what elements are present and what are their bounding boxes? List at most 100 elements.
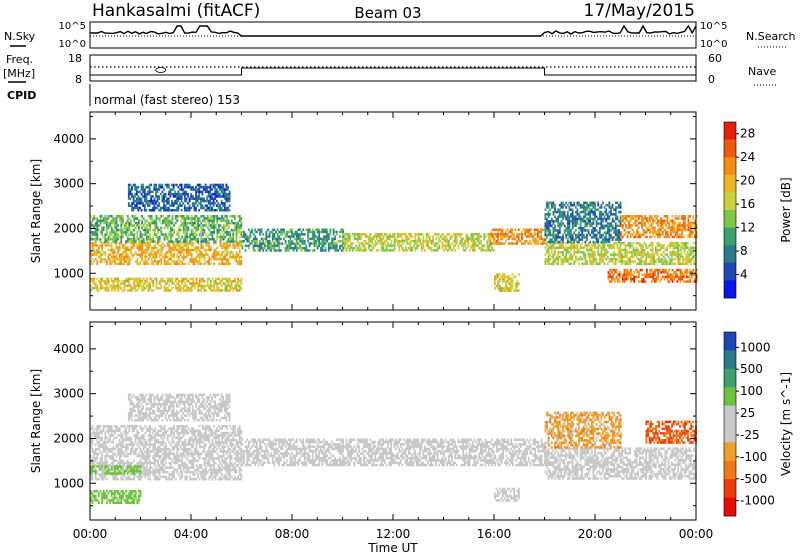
data-cell bbox=[142, 188, 145, 191]
data-cell bbox=[235, 241, 238, 245]
data-cell bbox=[677, 235, 680, 239]
data-cell bbox=[508, 277, 511, 281]
data-cell bbox=[319, 230, 322, 234]
data-cell bbox=[582, 255, 585, 259]
data-cell bbox=[661, 224, 664, 227]
data-cell bbox=[163, 238, 166, 241]
data-cell bbox=[688, 253, 691, 256]
data-cell bbox=[549, 240, 552, 244]
data-cell bbox=[112, 258, 115, 261]
data-cell bbox=[651, 251, 654, 254]
data-cell bbox=[666, 219, 669, 223]
data-cell bbox=[655, 278, 658, 281]
data-cell bbox=[557, 220, 560, 223]
data-cell bbox=[592, 201, 595, 205]
data-cell bbox=[152, 262, 155, 266]
data-cell bbox=[414, 233, 417, 236]
data-cell bbox=[141, 246, 143, 249]
data-cell bbox=[571, 213, 574, 216]
data-cell bbox=[491, 249, 494, 252]
data-cell bbox=[358, 233, 361, 236]
data-cell bbox=[570, 244, 572, 247]
data-cell bbox=[142, 282, 145, 285]
data-cell bbox=[166, 209, 169, 212]
data-cell bbox=[666, 215, 669, 218]
data-cell bbox=[136, 235, 139, 239]
data-cell bbox=[626, 273, 629, 276]
data-cell bbox=[310, 242, 313, 245]
data-cell bbox=[547, 231, 550, 234]
data-cell bbox=[547, 210, 550, 214]
data-cell bbox=[590, 208, 593, 211]
data-cell bbox=[235, 251, 238, 254]
data-cell bbox=[622, 255, 625, 259]
data-cell bbox=[96, 221, 99, 225]
data-cell bbox=[295, 240, 298, 243]
data-cell bbox=[257, 244, 260, 248]
data-cell bbox=[190, 277, 193, 281]
data-cell bbox=[227, 258, 230, 261]
data-cell bbox=[571, 220, 574, 223]
data-cell bbox=[170, 255, 172, 259]
data-cell bbox=[547, 229, 550, 232]
data-cell bbox=[677, 262, 680, 266]
data-cell bbox=[182, 262, 185, 266]
data-cell bbox=[425, 244, 428, 247]
data-cell bbox=[199, 206, 202, 210]
nsky-panel: N.Sky 10^5 10^0 10^5 10^0 N.Search bbox=[4, 21, 796, 50]
data-cell bbox=[476, 244, 479, 247]
data-cell bbox=[123, 244, 126, 247]
data-cell bbox=[154, 221, 156, 225]
data-cell bbox=[648, 262, 651, 266]
data-cell bbox=[155, 206, 157, 210]
data-cell bbox=[158, 280, 161, 283]
data-cell bbox=[150, 240, 153, 243]
data-cell bbox=[467, 237, 470, 241]
data-cell bbox=[186, 235, 188, 239]
data-cell bbox=[186, 231, 188, 234]
data-cell bbox=[594, 210, 596, 214]
data-cell bbox=[658, 280, 661, 283]
data-cell bbox=[483, 249, 486, 252]
data-cell bbox=[224, 262, 227, 266]
data-cell bbox=[234, 226, 236, 229]
data-cell bbox=[385, 239, 388, 243]
data-cell bbox=[117, 289, 119, 292]
data-cell bbox=[144, 255, 147, 259]
data-cell bbox=[692, 221, 695, 225]
data-cell bbox=[168, 246, 171, 249]
data-cell bbox=[611, 206, 614, 209]
data-cell bbox=[368, 244, 370, 247]
data-cell bbox=[204, 199, 207, 203]
data-cell bbox=[595, 240, 598, 244]
data-cell bbox=[649, 224, 651, 227]
data-cell bbox=[94, 238, 97, 241]
data-cell bbox=[422, 246, 425, 250]
data-cell bbox=[179, 224, 182, 227]
data-cell bbox=[141, 258, 143, 261]
data-cell bbox=[603, 248, 606, 252]
data-cell bbox=[511, 233, 514, 236]
data-cell bbox=[143, 197, 146, 200]
data-cell bbox=[500, 230, 502, 234]
data-cell bbox=[158, 202, 161, 205]
data-cell bbox=[568, 240, 571, 244]
data-cell bbox=[630, 255, 633, 259]
data-cell bbox=[489, 239, 492, 243]
data-cell bbox=[488, 237, 490, 241]
data-cell bbox=[166, 238, 169, 241]
data-cell bbox=[284, 249, 287, 252]
data-cell bbox=[195, 197, 197, 200]
data-cell bbox=[222, 217, 225, 220]
data-cell bbox=[114, 231, 116, 234]
data-cell bbox=[650, 255, 652, 259]
data-cell bbox=[666, 253, 668, 256]
data-cell bbox=[388, 249, 391, 252]
data-cell bbox=[618, 233, 620, 237]
data-cell bbox=[610, 278, 613, 281]
data-cell bbox=[128, 280, 131, 283]
data-cell bbox=[393, 233, 396, 236]
data-cell bbox=[287, 249, 290, 252]
data-cell bbox=[128, 221, 131, 225]
data-cell bbox=[160, 260, 163, 263]
